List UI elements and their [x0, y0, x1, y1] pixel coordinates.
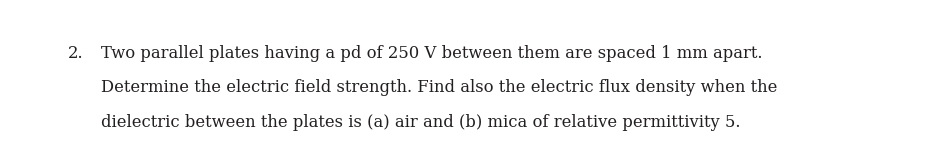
Text: dielectric between the plates is (a) air and (b) mica of relative permittivity 5: dielectric between the plates is (a) air… [101, 114, 740, 131]
Text: Two parallel plates having a pd of 250 V between them are spaced 1 mm apart.: Two parallel plates having a pd of 250 V… [101, 45, 763, 62]
Text: Determine the electric field strength. Find also the electric flux density when : Determine the electric field strength. F… [101, 80, 778, 96]
Text: 2.: 2. [67, 45, 83, 62]
